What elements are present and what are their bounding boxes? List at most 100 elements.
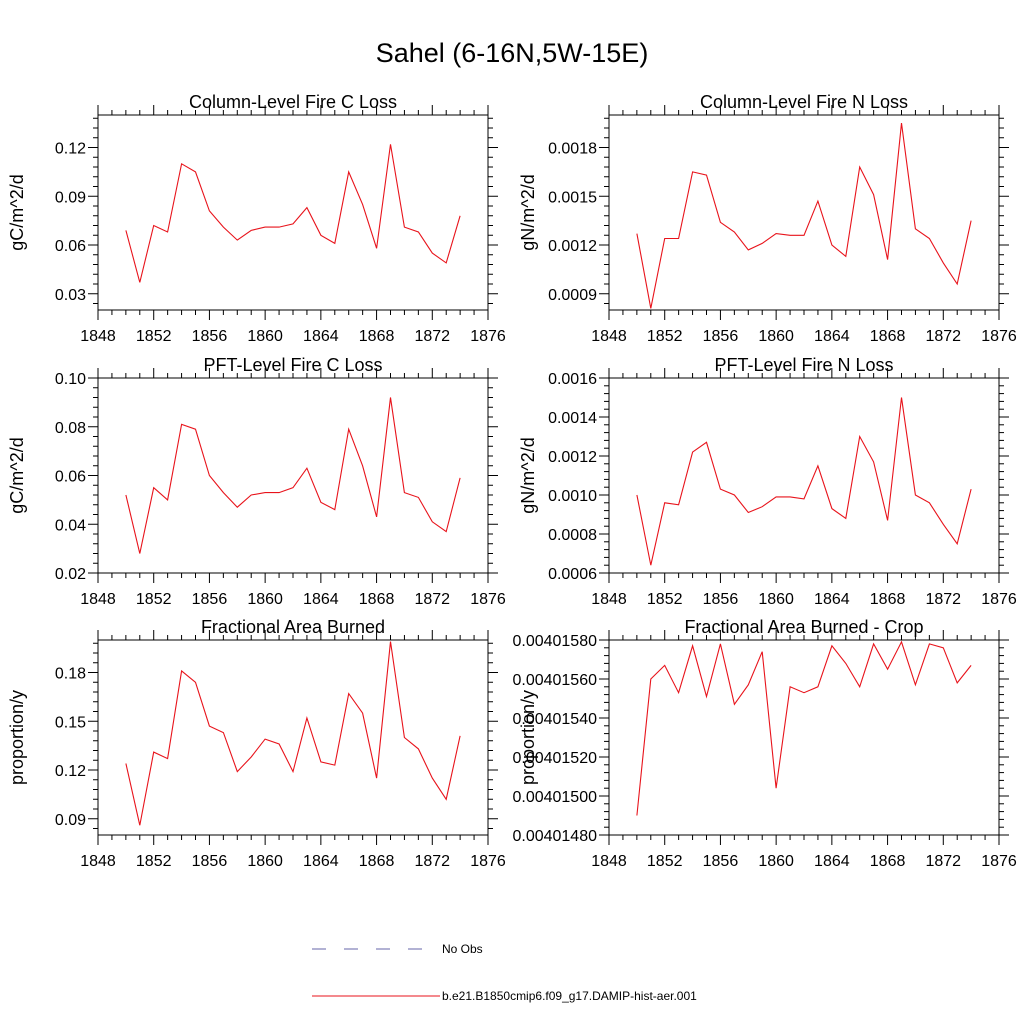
x-tick-label: 1876 [981, 328, 1017, 345]
y-tick-label: 0.00401500 [512, 789, 597, 806]
x-tick-label: 1872 [925, 853, 961, 870]
x-tick-label: 1868 [359, 853, 395, 870]
panel-title: Column-Level Fire N Loss [700, 92, 908, 112]
panel-title: Column-Level Fire C Loss [189, 92, 397, 112]
y-tick-label: 0.0010 [548, 488, 597, 505]
x-tick-label: 1864 [814, 853, 850, 870]
x-tick-label: 1852 [136, 853, 172, 870]
y-tick-label: 0.08 [55, 420, 86, 437]
plot-frame [97, 114, 489, 311]
x-tick-label: 1852 [647, 328, 683, 345]
x-tick-label: 1860 [758, 853, 794, 870]
y-tick-label: 0.0012 [548, 449, 597, 466]
y-tick-label: 0.00401540 [512, 711, 597, 728]
x-tick-label: 1868 [870, 853, 906, 870]
x-tick-label: 1876 [470, 853, 506, 870]
x-tick-label: 1860 [758, 591, 794, 608]
plot-frame [608, 639, 1000, 836]
x-tick-label: 1864 [303, 591, 339, 608]
plot-frame [608, 377, 1000, 574]
chart-panel-2: Column-Level Fire N Loss gN/m^2/d 1848 1852… [518, 92, 1017, 345]
chart-panel-6: Fractional Area Burned - Crop proportion/… [512, 617, 1016, 870]
y-tick-label: 0.00401580 [512, 633, 597, 650]
panel-title: Fractional Area Burned [201, 617, 385, 637]
x-tick-label: 1872 [925, 591, 961, 608]
x-tick-label: 1856 [703, 328, 739, 345]
y-tick-label: 0.10 [55, 371, 86, 388]
x-tick-label: 1868 [870, 328, 906, 345]
panel-title: Fractional Area Burned - Crop [684, 617, 923, 637]
x-tick-label: 1848 [591, 853, 627, 870]
x-tick-label: 1876 [981, 591, 1017, 608]
x-tick-label: 1872 [414, 853, 450, 870]
x-tick-label: 1848 [591, 591, 627, 608]
x-tick-label: 1864 [814, 591, 850, 608]
series-line [125, 641, 461, 826]
y-axis-label: proportion/y [518, 690, 538, 785]
legend-model-label: b.e21.B1850cmip6.f09_g17.DAMIP-hist-aer.… [442, 989, 697, 1003]
y-tick-label: 0.0009 [548, 287, 597, 304]
y-tick-label: 0.06 [55, 469, 86, 486]
x-tick-label: 1864 [303, 328, 339, 345]
x-tick-label: 1852 [136, 591, 172, 608]
x-tick-label: 1848 [80, 853, 116, 870]
x-tick-label: 1848 [80, 591, 116, 608]
plot-frame [608, 114, 1000, 311]
y-tick-label: 0.09 [55, 189, 86, 206]
y-tick-label: 0.03 [55, 287, 86, 304]
x-tick-label: 1872 [414, 328, 450, 345]
x-tick-label: 1860 [247, 328, 283, 345]
y-tick-label: 0.0008 [548, 527, 597, 544]
x-tick-label: 1868 [359, 328, 395, 345]
legend-obs-label: No Obs [442, 942, 483, 956]
x-tick-label: 1876 [470, 591, 506, 608]
x-tick-label: 1856 [192, 853, 228, 870]
y-tick-label: 0.00401520 [512, 750, 597, 767]
y-axis-label: gC/m^2/d [7, 437, 27, 513]
y-axis-label: gC/m^2/d [7, 174, 27, 250]
panel-title: PFT-Level Fire C Loss [203, 355, 382, 375]
x-tick-label: 1856 [192, 328, 228, 345]
chart-panels: Column-Level Fire C Loss gC/m^2/d 1848 1852… [7, 92, 1017, 870]
y-tick-label: 0.0006 [548, 566, 597, 583]
x-tick-label: 1872 [414, 591, 450, 608]
y-tick-label: 0.02 [55, 566, 86, 583]
chart-panel-4: PFT-Level Fire N Loss gN/m^2/d 1848 1852 185… [518, 355, 1017, 608]
y-tick-label: 0.09 [55, 812, 86, 829]
x-tick-label: 1860 [247, 591, 283, 608]
y-tick-label: 0.00401560 [512, 672, 597, 689]
x-tick-label: 1848 [591, 328, 627, 345]
panel-title: PFT-Level Fire N Loss [714, 355, 893, 375]
y-axis-label: proportion/y [7, 690, 27, 785]
chart-panel-5: Fractional Area Burned proportion/y 1848 18… [7, 617, 506, 870]
x-tick-label: 1852 [647, 591, 683, 608]
y-tick-label: 0.18 [55, 666, 86, 683]
x-tick-label: 1868 [359, 591, 395, 608]
series-line [636, 397, 972, 566]
y-tick-label: 0.12 [55, 763, 86, 780]
x-tick-label: 1872 [925, 328, 961, 345]
x-tick-label: 1876 [470, 328, 506, 345]
series-line [125, 397, 461, 554]
x-tick-label: 1856 [703, 853, 739, 870]
x-tick-label: 1856 [703, 591, 739, 608]
y-tick-label: 0.15 [55, 714, 86, 731]
x-tick-label: 1852 [647, 853, 683, 870]
chart-panel-1: Column-Level Fire C Loss gC/m^2/d 1848 1852… [7, 92, 506, 345]
y-tick-label: 0.00401480 [512, 828, 597, 845]
y-tick-label: 0.12 [55, 141, 86, 158]
x-tick-label: 1860 [247, 853, 283, 870]
y-tick-label: 0.0014 [548, 410, 597, 427]
chart-panel-3: PFT-Level Fire C Loss gC/m^2/d 1848 1852 185… [7, 355, 506, 608]
plot-frame [97, 377, 489, 574]
y-tick-label: 0.06 [55, 238, 86, 255]
figure-title: Sahel (6-16N,5W-15E) [375, 38, 649, 68]
x-tick-label: 1864 [814, 328, 850, 345]
x-tick-label: 1852 [136, 328, 172, 345]
y-axis-label: gN/m^2/d [518, 174, 538, 250]
x-tick-label: 1868 [870, 591, 906, 608]
y-tick-label: 0.0016 [548, 371, 597, 388]
y-axis-label: gN/m^2/d [518, 437, 538, 513]
series-line [636, 640, 972, 816]
